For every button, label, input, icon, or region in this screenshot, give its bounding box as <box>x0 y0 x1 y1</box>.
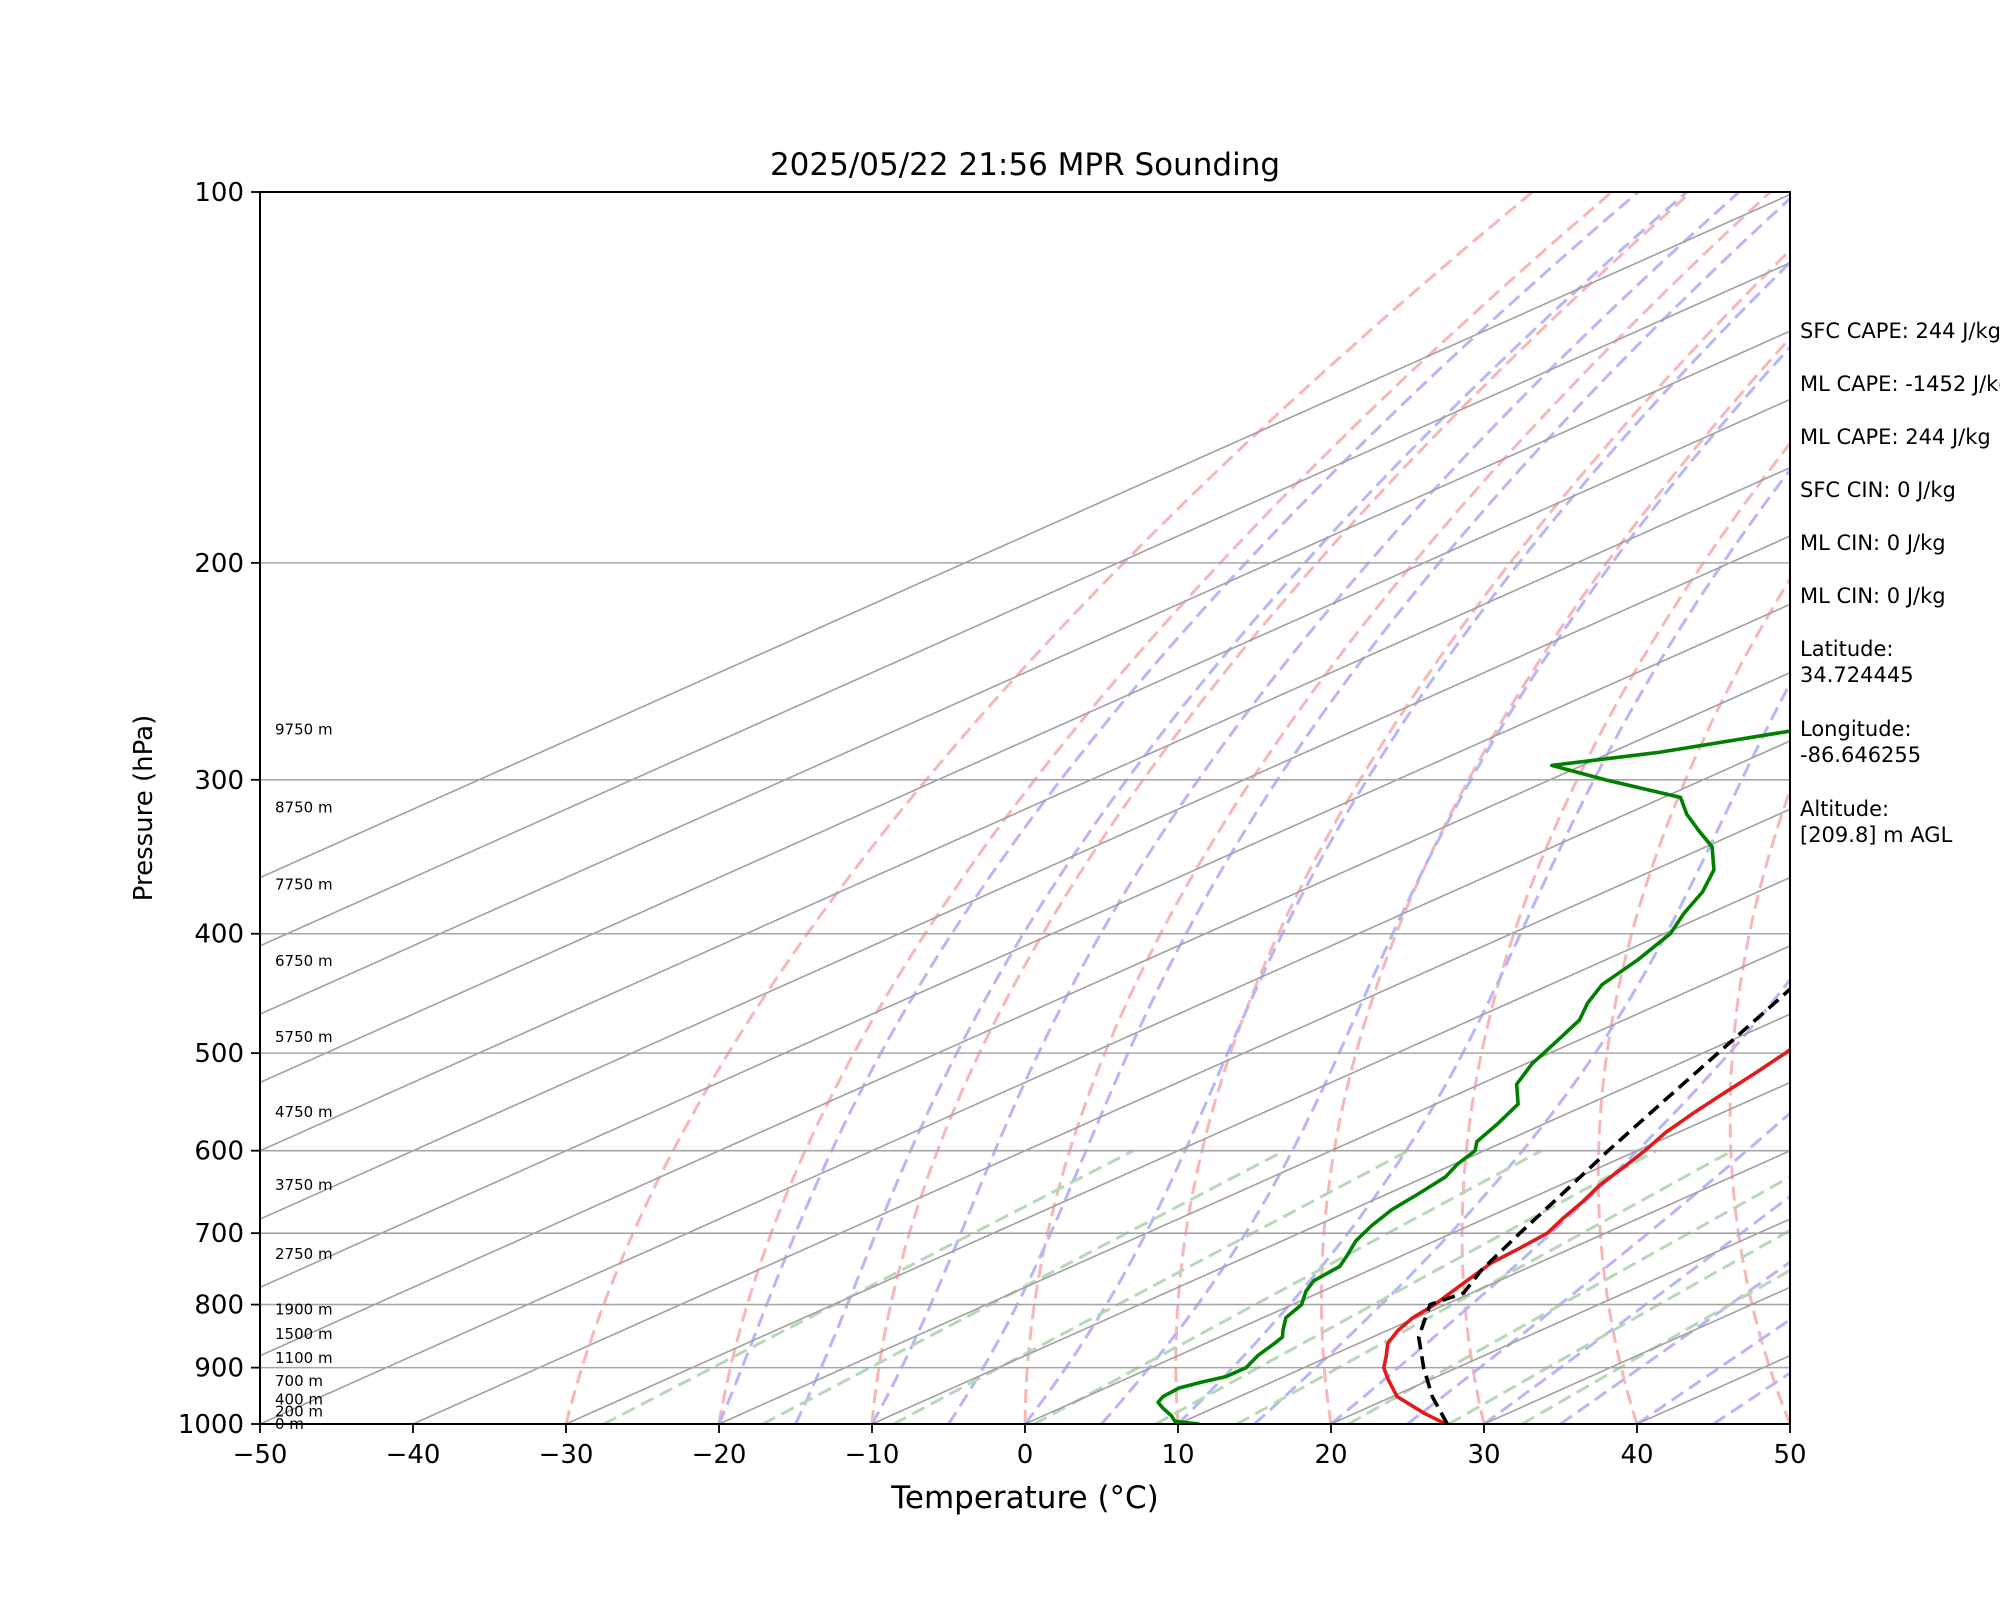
mixing-ratio-line <box>1236 1149 1734 1424</box>
isotherm <box>260 466 1790 1152</box>
y-tick-label: 700 <box>194 1219 244 1249</box>
height-label: 9750 m <box>275 720 333 738</box>
moist-adiabat <box>947 196 1790 1424</box>
y-tick-label: 1000 <box>178 1410 244 1440</box>
mixing-ratio-line <box>1448 1228 1790 1424</box>
height-label: 8750 m <box>275 799 333 817</box>
moist-adiabat <box>1330 977 1790 1424</box>
sounding-info-text: SFC CAPE: 244 J/kg <box>1800 319 2000 343</box>
moist-adiabat <box>1100 345 1790 1424</box>
pressure-gridlines <box>260 191 1790 1425</box>
y-axis-title: Pressure (hPa) <box>129 715 159 902</box>
height-label: 1100 m <box>275 1349 333 1367</box>
height-label: 5750 m <box>275 1028 333 1046</box>
height-label: 3750 m <box>275 1176 333 1194</box>
isotherm <box>260 603 1790 1289</box>
dry-adiabat <box>1023 192 1772 1424</box>
sounding-info-text: ML CAPE: 244 J/kg <box>1800 425 1991 449</box>
x-axis-ticks: −50 −40 −30 −20 −10 0 10 20 30 40 50 <box>233 1424 1807 1470</box>
moist-adiabat <box>870 192 1741 1424</box>
height-label: 1500 m <box>275 1325 333 1343</box>
y-tick-label: 100 <box>194 178 244 208</box>
y-tick-label: 900 <box>194 1354 244 1384</box>
height-label: 6750 m <box>275 952 333 970</box>
x-tick-label: −50 <box>233 1440 288 1470</box>
dry-adiabat <box>717 192 1613 1424</box>
chart-title: 2025/05/22 21:56 MPR Sounding <box>770 147 1280 183</box>
isotherm <box>260 193 1790 879</box>
moist-adiabat <box>1253 680 1790 1424</box>
reference-lines <box>260 192 1790 1424</box>
isotherm <box>412 808 1790 1424</box>
height-label: 200 m <box>275 1403 323 1421</box>
x-tick-label: 40 <box>1620 1440 1653 1470</box>
isotherm <box>871 1013 1790 1424</box>
sounding-info-text: Longitude: -86.646255 <box>1800 717 1922 767</box>
isotherm <box>565 876 1790 1424</box>
isotherm <box>1177 1149 1790 1424</box>
isotherm <box>260 398 1790 1084</box>
moist-adiabat <box>1023 260 1790 1424</box>
x-tick-label: 30 <box>1467 1440 1500 1470</box>
dry-adiabat <box>564 192 1534 1424</box>
height-label: 1900 m <box>275 1300 333 1318</box>
sounding-info-text: ML CAPE: -1452 J/kg <box>1800 372 2000 396</box>
height-label: 400 m <box>275 1390 323 1408</box>
isotherm <box>260 261 1790 947</box>
dry-adiabat <box>870 192 1692 1424</box>
isotherm <box>1024 1081 1790 1424</box>
isotherm <box>260 330 1790 1016</box>
height-label: 700 m <box>275 1372 323 1390</box>
y-tick-label: 800 <box>194 1291 244 1321</box>
isotherm <box>718 944 1790 1424</box>
height-label: 7750 m <box>275 876 333 894</box>
mixing-ratio-line <box>1033 1149 1543 1424</box>
y-axis-ticks: 100 200 300 400 500 600 700 800 900 1000 <box>178 178 260 1440</box>
x-tick-label: 50 <box>1773 1440 1806 1470</box>
y-tick-label: 500 <box>194 1039 244 1069</box>
y-tick-label: 400 <box>194 920 244 950</box>
x-tick-label: −20 <box>692 1440 747 1470</box>
height-label: 2750 m <box>275 1245 333 1263</box>
dry-adiabat <box>1319 335 1790 1424</box>
x-tick-label: 10 <box>1161 1440 1194 1470</box>
x-tick-label: 0 <box>1017 1440 1034 1470</box>
dewpoint-profile <box>1156 729 1790 1424</box>
sounding-info-text: Altitude: [209.8] m AGL <box>1800 797 1953 847</box>
sounding-info-text: Latitude: 34.724445 <box>1800 637 1914 687</box>
x-tick-label: −10 <box>845 1440 900 1470</box>
dry-adiabat <box>1460 440 1790 1424</box>
moist-adiabat <box>717 192 1640 1424</box>
height-label: 4750 m <box>275 1103 333 1121</box>
height-label: 0 m <box>275 1415 304 1433</box>
isotherm <box>260 671 1790 1357</box>
sounding-info-text: ML CIN: 0 J/kg <box>1800 531 1946 555</box>
parcel-path <box>1416 986 1790 1424</box>
x-axis-title: Temperature (°C) <box>890 1480 1159 1516</box>
dry-adiabat <box>1728 786 1790 1424</box>
sounding-info-text: SFC CIN: 0 J/kg <box>1800 478 1956 502</box>
sounding-profiles <box>1156 729 1790 1424</box>
isotherm <box>260 740 1790 1424</box>
y-tick-label: 200 <box>194 549 244 579</box>
x-tick-label: −40 <box>386 1440 441 1470</box>
temperature-profile <box>1382 1047 1790 1424</box>
sounding-info-text: ML CIN: 0 J/kg <box>1800 584 1946 608</box>
dry-adiabat <box>1174 248 1790 1424</box>
y-tick-label: 600 <box>194 1137 244 1167</box>
moist-adiabat <box>1636 1317 1790 1424</box>
mixing-ratio-line <box>1155 1149 1657 1424</box>
moist-adiabat <box>1559 1260 1790 1424</box>
x-tick-label: 20 <box>1314 1440 1347 1470</box>
y-tick-label: 300 <box>194 766 244 796</box>
x-tick-label: −30 <box>539 1440 594 1470</box>
moist-adiabat <box>794 192 1688 1424</box>
plot-frame <box>259 191 1791 1425</box>
dry-adiabat <box>1596 576 1790 1424</box>
